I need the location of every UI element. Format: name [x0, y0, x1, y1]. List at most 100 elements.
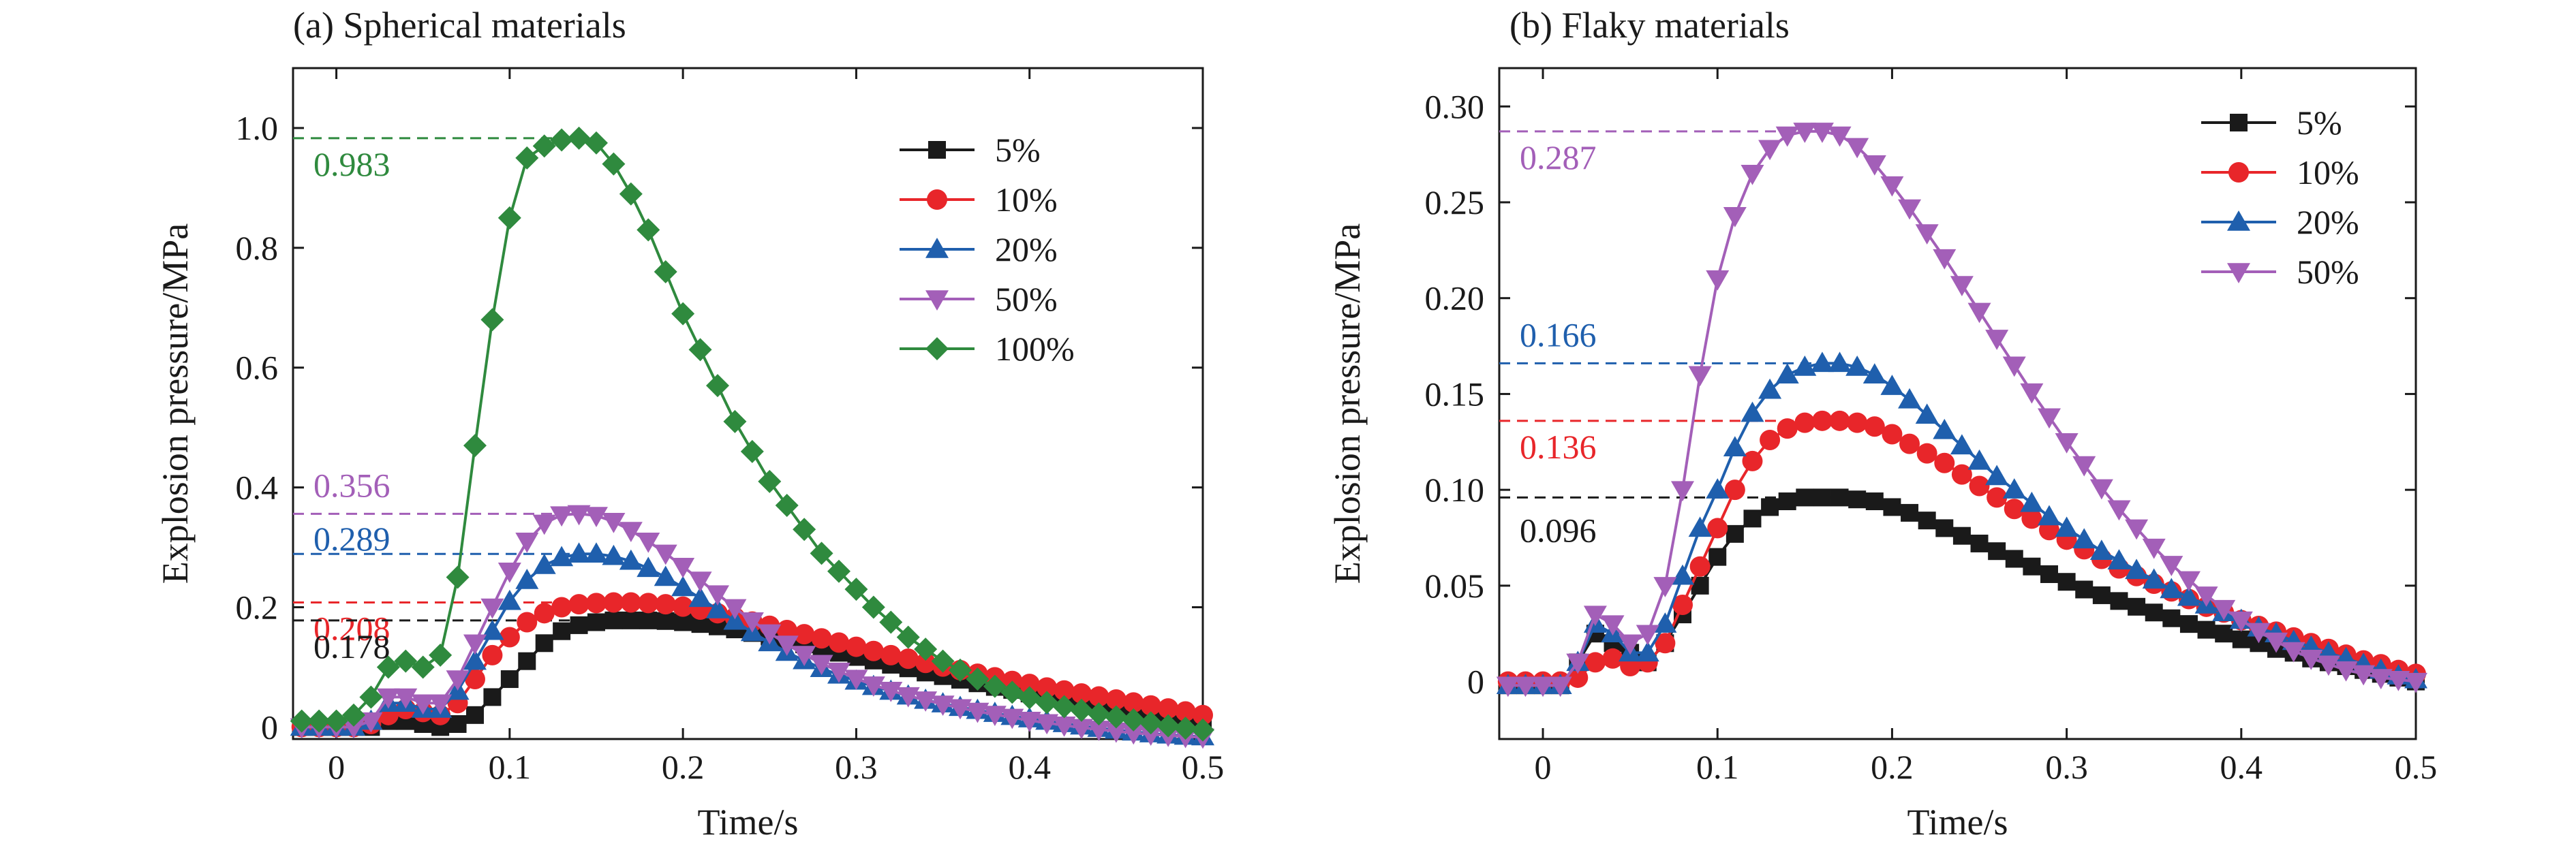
data-point	[534, 603, 555, 624]
y-tick-label: 0.20	[1425, 279, 1485, 317]
data-point	[1950, 434, 1974, 455]
data-point	[483, 688, 502, 706]
data-point	[880, 644, 902, 665]
peak-value-label: 0.096	[1520, 511, 1597, 549]
peak-value-label: 0.136	[1520, 428, 1597, 466]
data-point	[1845, 356, 1869, 376]
data-point	[1104, 722, 1128, 743]
data-point	[846, 636, 867, 657]
data-point	[480, 308, 504, 332]
data-point	[532, 134, 556, 158]
data-point	[2265, 632, 2288, 653]
data-point	[376, 688, 400, 709]
data-point	[1671, 481, 1694, 502]
data-point	[2038, 408, 2061, 429]
data-point	[1760, 429, 1781, 450]
data-point	[1070, 698, 1093, 722]
data-point	[1933, 249, 1957, 270]
data-point	[587, 613, 605, 631]
data-point	[1156, 714, 1180, 738]
data-point	[551, 597, 572, 618]
data-point	[465, 669, 485, 690]
data-point	[2387, 671, 2410, 691]
data-point	[567, 126, 591, 150]
y-axis-label: Explosion pressure/MPa	[1327, 223, 1368, 584]
data-point	[1122, 708, 1146, 732]
data-point	[1915, 403, 1939, 424]
data-point	[2020, 491, 2044, 512]
data-point	[2194, 586, 2218, 607]
y-tick-label: 0.6	[236, 349, 279, 387]
data-point	[706, 598, 729, 618]
data-point	[1707, 518, 1728, 539]
data-point	[1967, 449, 1991, 470]
data-point	[896, 625, 920, 649]
data-point	[810, 541, 833, 565]
data-point	[914, 691, 938, 712]
data-point	[1567, 667, 1589, 688]
data-point	[2352, 665, 2376, 686]
data-point	[671, 557, 695, 578]
data-point	[844, 578, 868, 601]
data-point	[1952, 527, 1971, 545]
data-point	[1901, 503, 1919, 522]
data-point	[1566, 653, 1590, 674]
data-point	[2334, 661, 2358, 682]
data-point	[2020, 383, 2044, 404]
data-point	[1123, 692, 1144, 713]
data-point	[931, 695, 955, 716]
data-point	[1723, 206, 1747, 227]
y-tick-label: 0.15	[1425, 375, 1485, 413]
data-point	[515, 146, 539, 170]
data-point	[2160, 556, 2183, 576]
legend-label: 20%	[2297, 203, 2359, 241]
series-line	[1507, 129, 2417, 687]
data-point	[2247, 623, 2271, 644]
data-point	[2125, 559, 2149, 580]
data-point	[619, 182, 643, 206]
data-point	[1829, 410, 1850, 431]
data-point	[446, 670, 470, 691]
data-point	[827, 559, 850, 583]
data-point	[429, 694, 453, 715]
data-point	[1988, 542, 2006, 561]
data-point	[1862, 155, 1886, 176]
data-point	[1830, 488, 1849, 507]
data-point	[1087, 721, 1111, 741]
data-point	[394, 688, 418, 709]
x-axis-label: Time/s	[697, 802, 798, 843]
data-point	[2212, 599, 2236, 621]
y-tick-label: 0.30	[1425, 87, 1485, 125]
data-point	[517, 612, 538, 633]
data-point	[1847, 412, 1868, 433]
data-point	[723, 609, 747, 630]
data-point	[2002, 356, 2026, 377]
data-point	[2023, 557, 2041, 576]
x-tick-label: 0.4	[2220, 748, 2263, 786]
legend-item: 10%	[2201, 153, 2359, 191]
data-point	[673, 596, 694, 617]
x-tick-label: 0.1	[1696, 748, 1739, 786]
y-tick-label: 0.10	[1425, 471, 1485, 509]
data-point	[1193, 704, 1213, 725]
data-point	[1653, 612, 1677, 633]
data-point	[2107, 549, 2131, 570]
data-point	[1514, 676, 1537, 697]
data-point	[1158, 698, 1179, 719]
data-point	[2055, 433, 2079, 454]
data-point	[2160, 578, 2183, 599]
data-point	[1054, 680, 1075, 701]
legend-item: 5%	[900, 131, 1041, 169]
data-point	[515, 533, 539, 553]
x-tick-label: 0	[328, 748, 345, 786]
data-point	[2177, 571, 2201, 592]
x-tick-label: 0.4	[1008, 748, 1051, 786]
data-point	[2038, 505, 2061, 526]
y-tick-label: 0.8	[236, 229, 279, 267]
data-point	[1174, 717, 1197, 740]
data-point	[1880, 375, 1904, 395]
data-point	[342, 718, 365, 739]
y-tick-label: 1.0	[236, 109, 279, 147]
data-point	[290, 709, 313, 733]
data-point	[570, 616, 588, 634]
